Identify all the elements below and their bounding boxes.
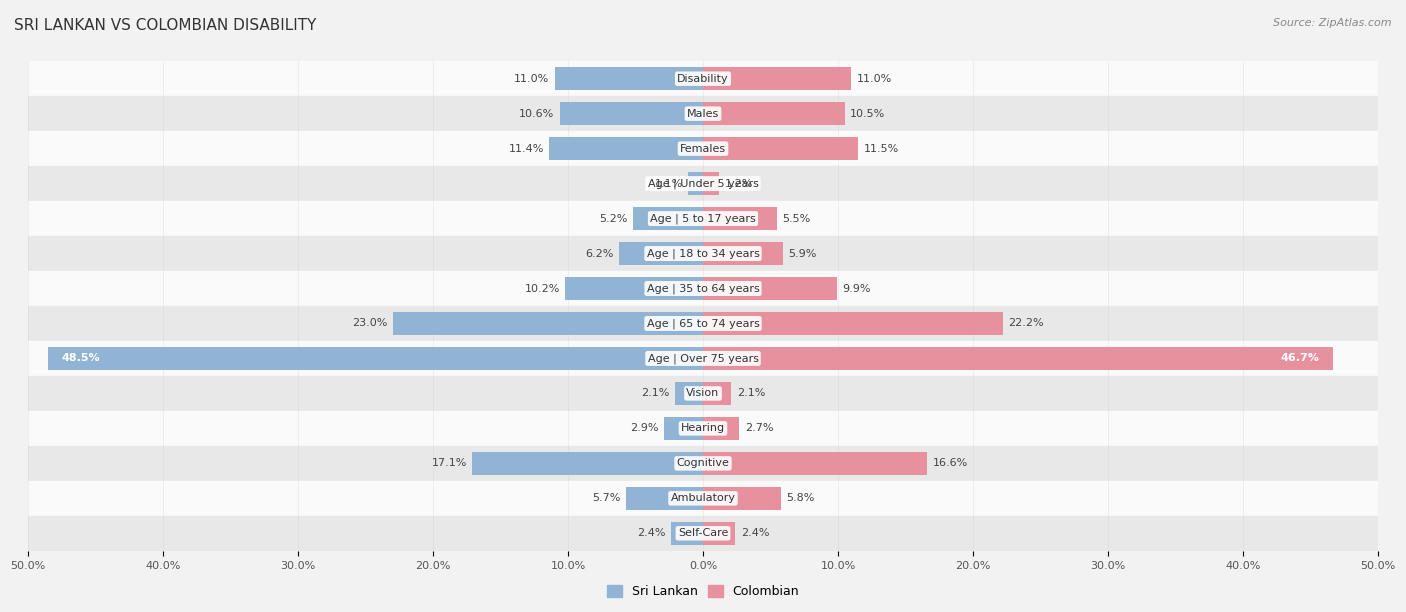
Bar [28, 166, 1378, 201]
Bar [48, 347, 703, 370]
Bar [703, 102, 845, 125]
Bar [703, 242, 783, 265]
Text: Disability: Disability [678, 73, 728, 84]
Text: 48.5%: 48.5% [62, 354, 100, 364]
Text: 46.7%: 46.7% [1281, 354, 1320, 364]
Bar [703, 487, 782, 510]
Bar [28, 131, 1378, 166]
Bar [28, 201, 1378, 236]
Bar [703, 67, 852, 90]
Text: 10.2%: 10.2% [524, 283, 560, 294]
Bar [703, 452, 927, 475]
Bar [688, 172, 703, 195]
Legend: Sri Lankan, Colombian: Sri Lankan, Colombian [602, 580, 804, 603]
Bar [560, 102, 703, 125]
Text: 9.9%: 9.9% [842, 283, 870, 294]
Bar [28, 236, 1378, 271]
Text: Age | 5 to 17 years: Age | 5 to 17 years [650, 214, 756, 224]
Bar [703, 347, 1333, 370]
Bar [703, 207, 778, 230]
Text: Source: ZipAtlas.com: Source: ZipAtlas.com [1274, 18, 1392, 28]
Bar [565, 277, 703, 300]
Text: Vision: Vision [686, 389, 720, 398]
Bar [550, 137, 703, 160]
Text: 2.9%: 2.9% [630, 424, 658, 433]
Text: Ambulatory: Ambulatory [671, 493, 735, 503]
Bar [664, 417, 703, 440]
Text: Males: Males [688, 109, 718, 119]
Text: 11.0%: 11.0% [513, 73, 550, 84]
Text: 5.8%: 5.8% [787, 493, 815, 503]
Text: 17.1%: 17.1% [432, 458, 467, 468]
Bar [28, 446, 1378, 481]
Text: Age | Under 5 years: Age | Under 5 years [648, 178, 758, 189]
Bar [703, 312, 1002, 335]
Text: 1.1%: 1.1% [655, 179, 683, 188]
Bar [703, 172, 720, 195]
Bar [619, 242, 703, 265]
Text: 1.2%: 1.2% [724, 179, 754, 188]
Bar [28, 481, 1378, 516]
Bar [703, 382, 731, 405]
Text: 5.7%: 5.7% [592, 493, 620, 503]
Text: 23.0%: 23.0% [352, 318, 387, 329]
Bar [28, 341, 1378, 376]
Bar [28, 61, 1378, 96]
Text: Females: Females [681, 144, 725, 154]
Bar [28, 516, 1378, 551]
Text: Age | Over 75 years: Age | Over 75 years [648, 353, 758, 364]
Bar [671, 522, 703, 545]
Bar [472, 452, 703, 475]
Text: 16.6%: 16.6% [932, 458, 967, 468]
Text: 10.5%: 10.5% [851, 109, 886, 119]
Text: 11.4%: 11.4% [509, 144, 544, 154]
Bar [28, 271, 1378, 306]
Text: Self-Care: Self-Care [678, 528, 728, 539]
Bar [703, 417, 740, 440]
Bar [554, 67, 703, 90]
Bar [633, 207, 703, 230]
Text: 2.1%: 2.1% [737, 389, 765, 398]
Text: Cognitive: Cognitive [676, 458, 730, 468]
Bar [675, 382, 703, 405]
Text: 2.4%: 2.4% [637, 528, 665, 539]
Text: Age | 35 to 64 years: Age | 35 to 64 years [647, 283, 759, 294]
Text: 5.9%: 5.9% [787, 248, 817, 258]
Text: 5.5%: 5.5% [783, 214, 811, 223]
Text: SRI LANKAN VS COLOMBIAN DISABILITY: SRI LANKAN VS COLOMBIAN DISABILITY [14, 18, 316, 34]
Bar [703, 137, 858, 160]
Bar [626, 487, 703, 510]
Text: 2.4%: 2.4% [741, 528, 769, 539]
Bar [28, 96, 1378, 131]
Bar [28, 306, 1378, 341]
Bar [392, 312, 703, 335]
Bar [28, 376, 1378, 411]
Text: Age | 65 to 74 years: Age | 65 to 74 years [647, 318, 759, 329]
Text: 2.7%: 2.7% [745, 424, 773, 433]
Text: 22.2%: 22.2% [1008, 318, 1043, 329]
Text: 5.2%: 5.2% [599, 214, 627, 223]
Text: 2.1%: 2.1% [641, 389, 669, 398]
Text: 11.0%: 11.0% [856, 73, 893, 84]
Text: 6.2%: 6.2% [585, 248, 614, 258]
Bar [703, 522, 735, 545]
Text: 11.5%: 11.5% [863, 144, 898, 154]
Bar [703, 277, 837, 300]
Text: Age | 18 to 34 years: Age | 18 to 34 years [647, 248, 759, 259]
Text: 10.6%: 10.6% [519, 109, 554, 119]
Bar [28, 411, 1378, 446]
Text: Hearing: Hearing [681, 424, 725, 433]
